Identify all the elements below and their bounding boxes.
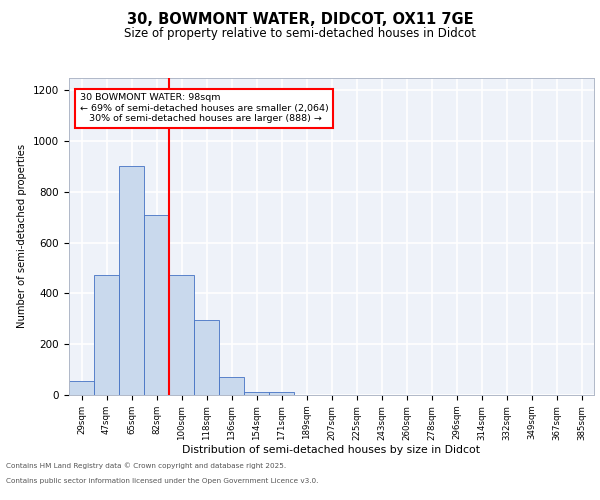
Text: Size of property relative to semi-detached houses in Didcot: Size of property relative to semi-detach… [124,28,476,40]
Text: Contains HM Land Registry data © Crown copyright and database right 2025.: Contains HM Land Registry data © Crown c… [6,462,286,469]
Bar [194,320,219,395]
Bar [269,392,294,395]
Text: Contains public sector information licensed under the Open Government Licence v3: Contains public sector information licen… [6,478,319,484]
Bar [119,166,144,395]
Bar [69,380,94,395]
Bar [244,392,269,395]
Text: 30 BOWMONT WATER: 98sqm
← 69% of semi-detached houses are smaller (2,064)
   30%: 30 BOWMONT WATER: 98sqm ← 69% of semi-de… [79,94,328,123]
Y-axis label: Number of semi-detached properties: Number of semi-detached properties [17,144,28,328]
Bar [169,275,194,395]
Text: 30, BOWMONT WATER, DIDCOT, OX11 7GE: 30, BOWMONT WATER, DIDCOT, OX11 7GE [127,12,473,28]
X-axis label: Distribution of semi-detached houses by size in Didcot: Distribution of semi-detached houses by … [182,445,481,455]
Bar [144,214,169,395]
Bar [219,377,244,395]
Bar [94,275,119,395]
